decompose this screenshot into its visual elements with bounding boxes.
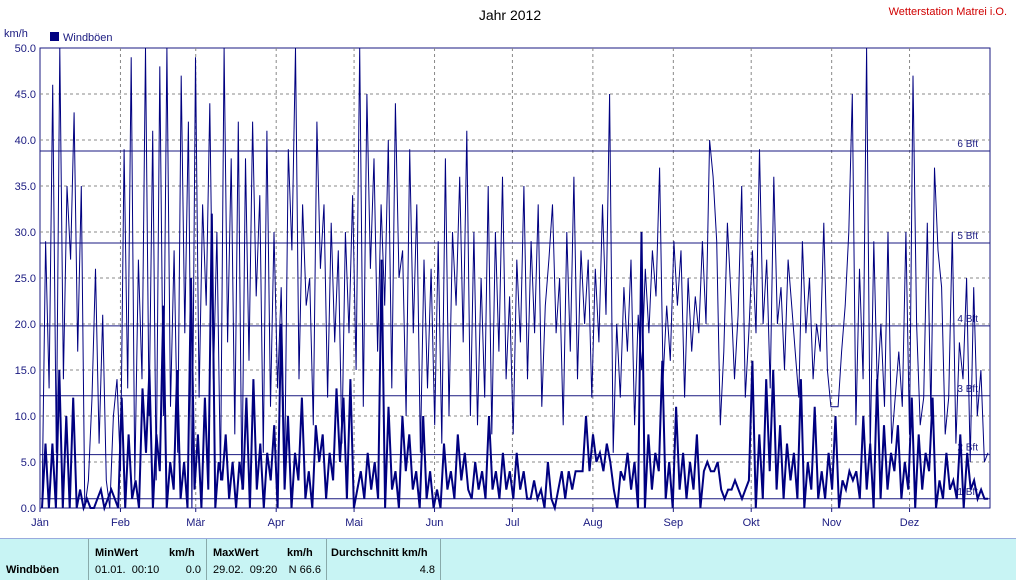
stats-row-label-cell: Windböen xyxy=(0,539,88,580)
max-unit: km/h xyxy=(287,547,313,559)
series-line-gust-max xyxy=(41,47,989,509)
avg-value: 4.8 xyxy=(419,564,435,576)
stats-bar: Windböen MinWert km/h 01.01. 00:10 0.0 M… xyxy=(0,538,1016,580)
stats-min-cell: MinWert km/h 01.01. 00:10 0.0 xyxy=(88,539,207,580)
x-tick-label: Mai xyxy=(345,517,363,529)
legend-swatch xyxy=(50,32,59,41)
max-header: MaxWert xyxy=(213,547,259,559)
y-tick-label: 15.0 xyxy=(15,365,36,377)
stats-max-cell: MaxWert km/h 29.02. 09:20 N 66.6 xyxy=(206,539,327,580)
x-tick-label: Apr xyxy=(268,517,285,529)
y-tick-label: 30.0 xyxy=(15,227,36,239)
stats-avg-cell: Durchschnitt km/h 4.8 xyxy=(326,539,441,580)
x-tick-label: Sep xyxy=(664,517,684,529)
stats-empty-cell xyxy=(440,539,1016,580)
y-tick-label: 50.0 xyxy=(15,43,36,55)
x-tick-label: Dez xyxy=(900,517,920,529)
y-tick-label: 35.0 xyxy=(15,181,36,193)
avg-header: Durchschnitt km/h xyxy=(331,547,428,559)
chart: Jahr 2012 Wetterstation Matrei i.O. km/h… xyxy=(4,6,1007,529)
max-time: 29.02. 09:20 xyxy=(213,564,278,576)
y-axis-ticks: 0.0 5.0 10.0 15.0 20.0 25.0 30.0 35.0 40.0 45.0 50… xyxy=(15,43,36,515)
x-tick-label: Nov xyxy=(822,517,842,529)
series-layer xyxy=(41,47,989,512)
series-line-gust-mean xyxy=(41,213,988,512)
y-tick-label: 40.0 xyxy=(15,135,36,147)
station-name: Wetterstation Matrei i.O. xyxy=(889,6,1007,18)
y-axis-unit: km/h xyxy=(4,28,28,40)
x-tick-label: Okt xyxy=(743,517,760,529)
bft-label: 3 Bft xyxy=(957,384,978,395)
y-tick-label: 5.0 xyxy=(21,457,36,469)
x-tick-label: Aug xyxy=(583,517,603,529)
y-tick-label: 10.0 xyxy=(15,411,36,423)
bft-label: 5 Bft xyxy=(957,231,978,242)
x-tick-label: Mär xyxy=(186,517,205,529)
bft-label: 2 Bft xyxy=(957,443,978,454)
legend-label: Windböen xyxy=(63,32,113,44)
y-tick-label: 0.0 xyxy=(21,503,36,515)
bft-label: 6 Bft xyxy=(957,139,978,150)
x-tick-label: Jun xyxy=(426,517,444,529)
x-tick-label: Feb xyxy=(111,517,130,529)
stats-row-label: Windböen xyxy=(6,564,60,576)
y-tick-label: 45.0 xyxy=(15,89,36,101)
y-tick-label: 25.0 xyxy=(15,273,36,285)
bft-label: 1 Bft xyxy=(957,487,978,498)
max-value: N 66.6 xyxy=(288,564,321,576)
y-tick-label: 20.0 xyxy=(15,319,36,331)
x-axis-ticks: Jän Feb Mär Apr Mai Jun Jul Aug Sep Okt Nov Dez xyxy=(31,508,919,529)
min-time: 01.01. 00:10 xyxy=(95,564,160,576)
min-unit: km/h xyxy=(169,547,195,559)
x-tick-label: Jän xyxy=(31,517,49,529)
x-tick-label: Jul xyxy=(505,517,519,529)
min-header: MinWert xyxy=(95,547,139,559)
chart-title: Jahr 2012 xyxy=(479,7,541,23)
min-value: 0.0 xyxy=(185,564,201,576)
